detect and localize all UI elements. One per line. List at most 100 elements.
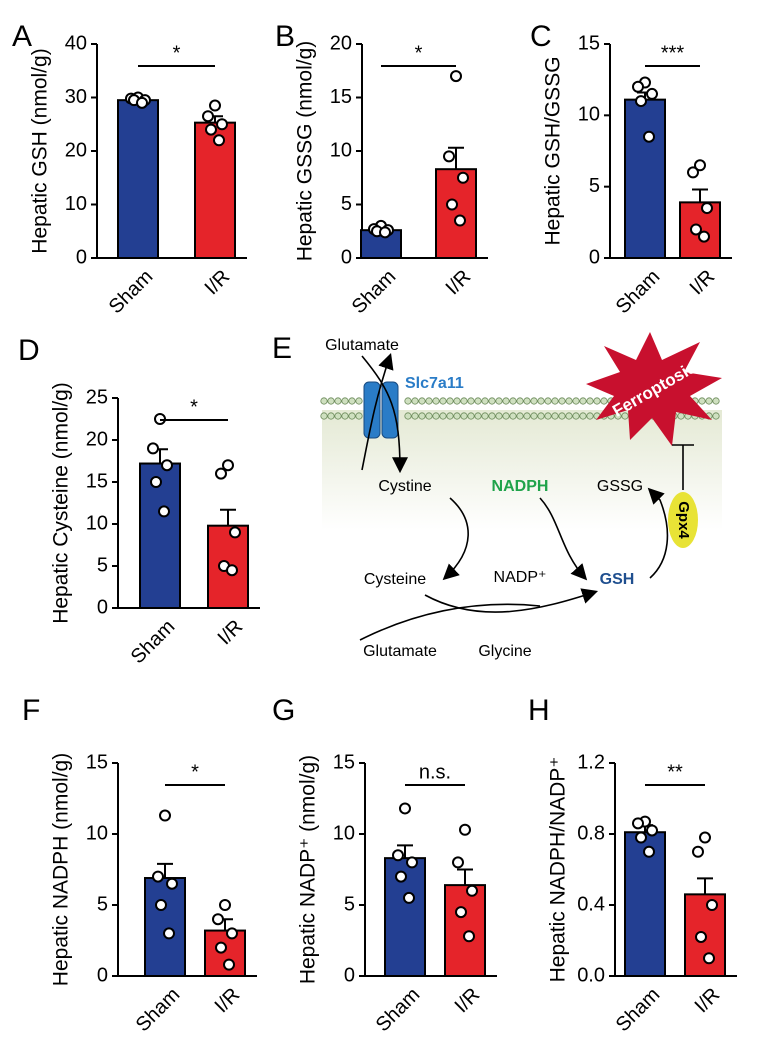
y-tick-label: 0.4 — [577, 893, 605, 915]
panel-letter: F — [22, 694, 40, 727]
y-tick-label: 20 — [86, 428, 108, 450]
lipid — [572, 397, 580, 405]
bar — [194, 121, 236, 259]
y-tick-label: 5 — [589, 175, 600, 197]
data-point — [209, 99, 221, 112]
lipid — [495, 412, 503, 420]
lipid — [320, 397, 328, 405]
lipid — [355, 412, 363, 420]
data-point — [158, 505, 170, 518]
data-point — [222, 459, 234, 472]
lipid — [488, 412, 496, 420]
data-point — [443, 150, 455, 163]
y-tick-label: 15 — [578, 32, 600, 54]
data-point — [632, 80, 644, 93]
lipid — [488, 397, 496, 405]
significance-label: * — [190, 396, 198, 418]
error-bar — [397, 844, 413, 859]
data-point — [463, 930, 475, 943]
y-tick-label: 20 — [65, 139, 87, 161]
lipid — [712, 412, 720, 420]
label: NADPH — [492, 478, 549, 495]
y-tick-label: 10 — [330, 139, 352, 161]
y-tick-label: 15 — [86, 751, 108, 773]
lipid — [446, 397, 454, 405]
data-point — [226, 564, 238, 577]
data-point — [695, 930, 707, 943]
lipid — [460, 412, 468, 420]
y-tick-label: 25 — [86, 386, 108, 408]
label: GSH — [600, 571, 635, 588]
bar — [207, 524, 249, 609]
lipid — [537, 397, 545, 405]
lipid — [439, 397, 447, 405]
y-tick-label: 0 — [344, 964, 355, 986]
data-point — [212, 913, 224, 926]
data-point — [459, 823, 471, 836]
data-point — [229, 526, 241, 539]
bar — [204, 929, 246, 977]
y-tick-label: 15 — [333, 751, 355, 773]
panel-letter: H — [528, 694, 550, 727]
x-tick-label: I/R — [214, 616, 248, 650]
data-point — [694, 159, 706, 172]
x-tick-label: Sham — [132, 984, 185, 1037]
significance-label: *** — [661, 42, 685, 64]
panel-letter: A — [12, 20, 32, 53]
y-tick-label: 0 — [76, 246, 87, 268]
y-axis-label: Hepatic NADPH/NADP⁺ — [547, 757, 570, 983]
data-point — [452, 856, 464, 869]
y-axis-label: Hepatic GSH/GSSG — [542, 56, 565, 245]
data-point — [687, 166, 699, 179]
lipid — [579, 412, 587, 420]
lipid — [544, 412, 552, 420]
lipid — [425, 412, 433, 420]
x-tick-label: Sham — [127, 616, 180, 669]
x-tick-label: I/R — [442, 266, 476, 300]
significance-label: * — [191, 761, 199, 783]
label: NADP⁺ — [494, 569, 547, 586]
lipid — [544, 397, 552, 405]
lipid — [320, 412, 328, 420]
lipid — [565, 397, 573, 405]
bar — [435, 168, 477, 259]
data-point — [216, 118, 228, 131]
lipid — [355, 397, 363, 405]
data-point — [392, 849, 404, 862]
lipid — [705, 397, 713, 405]
lipid — [439, 412, 447, 420]
significance-label: ** — [667, 761, 683, 783]
data-point — [699, 831, 711, 844]
y-tick-label: 15 — [86, 470, 108, 492]
lipid — [453, 397, 461, 405]
data-point — [698, 230, 710, 243]
x-tick-label: Sham — [348, 266, 401, 319]
lipid — [523, 412, 531, 420]
lipid — [425, 397, 433, 405]
lipid — [600, 397, 608, 405]
data-point — [215, 941, 227, 954]
data-point — [205, 123, 217, 136]
y-tick-label: 0.8 — [577, 822, 605, 844]
y-tick-label: 10 — [65, 193, 87, 215]
label: Cysteine — [364, 571, 426, 588]
transporter — [381, 381, 399, 439]
lipid — [460, 397, 468, 405]
lipid — [432, 412, 440, 420]
x-tick-label: Sham — [372, 984, 425, 1037]
x-tick-label: I/R — [211, 984, 245, 1018]
lipid — [558, 412, 566, 420]
lipid — [586, 397, 594, 405]
y-tick-label: 5 — [97, 893, 108, 915]
y-tick-label: 0 — [97, 964, 108, 986]
error-bar — [448, 146, 464, 170]
transporter — [363, 381, 381, 439]
data-point — [163, 927, 175, 940]
lipid — [418, 412, 426, 420]
error-bar — [157, 862, 173, 879]
lipid — [467, 397, 475, 405]
data-point — [379, 226, 391, 239]
bar — [144, 877, 186, 978]
label: GSSG — [597, 478, 643, 495]
